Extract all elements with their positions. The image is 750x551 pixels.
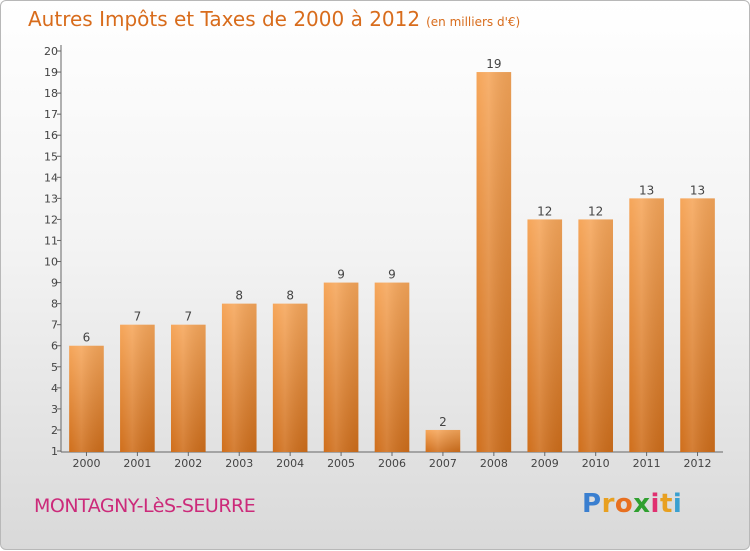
data-labels: 6 7 7 8 8 9 9 2 19 12 12 13 13 [83, 57, 706, 429]
bar-shine [323, 282, 359, 452]
bar-shine [120, 324, 155, 452]
y-tick-label: 17 [44, 108, 58, 121]
y-tick-label: 8 [51, 298, 58, 311]
logo-letter: P [582, 489, 602, 519]
x-tick-label: 2003 [225, 457, 253, 470]
x-tick-label: 2000 [72, 457, 100, 470]
logo-letter: i [672, 489, 683, 519]
bar-shine [425, 429, 461, 452]
logo-letter: o [614, 489, 634, 519]
bar-shine [69, 345, 104, 452]
y-tick-label: 7 [51, 319, 58, 332]
y-tick-label: 11 [44, 234, 58, 247]
y-tick-label: 20 [44, 45, 58, 58]
x-tick-label: 2008 [480, 457, 508, 470]
logo-letter: r [601, 489, 615, 519]
x-tick-label: 2006 [378, 457, 406, 470]
y-tick-label: 12 [44, 213, 58, 226]
bars [69, 72, 715, 452]
y-tick-label: 16 [44, 129, 58, 142]
bar-shine [680, 198, 715, 452]
data-label: 13 [690, 183, 705, 197]
y-tick-label: 18 [44, 87, 58, 100]
chart-unit: (en milliers d'€) [426, 15, 521, 29]
y-tick-label: 4 [51, 382, 58, 395]
logo-letter: i [650, 489, 660, 519]
x-tick-label: 2012 [684, 457, 712, 470]
data-label: 13 [639, 183, 654, 197]
x-axis: 2000 2001 2002 2003 2004 2005 2006 2007 2008 2009… [61, 451, 723, 470]
y-tick-label: 1 [51, 445, 58, 458]
bar-shine [374, 282, 410, 452]
x-tick-label: 2009 [531, 457, 559, 470]
chart-title: Autres Impôts et Taxes de 2000 à 2012 (en… [28, 7, 520, 31]
data-label: 12 [588, 204, 603, 218]
chart-title-text: Autres Impôts et Taxes de 2000 à 2012 [28, 7, 421, 31]
data-label: 6 [83, 331, 91, 345]
logo-letter: x [633, 489, 651, 519]
y-tick-label: 9 [51, 277, 58, 290]
data-label: 19 [486, 57, 501, 71]
data-label: 8 [286, 289, 294, 303]
bar-shine [221, 303, 257, 452]
bar-shine [629, 198, 664, 452]
proxiti-logo: Proxiti [582, 489, 682, 519]
data-label: 7 [184, 310, 192, 324]
x-tick-label: 2005 [327, 457, 355, 470]
bar-shine [527, 219, 563, 452]
y-tick-label: 15 [44, 150, 58, 163]
data-label: 2 [439, 415, 447, 429]
bar-shine [476, 72, 512, 452]
logo-letter: t [659, 489, 673, 519]
y-tick-label: 10 [44, 256, 58, 269]
x-tick-label: 2007 [429, 457, 457, 470]
y-tick-label: 6 [51, 340, 58, 353]
y-tick-label: 14 [44, 171, 58, 184]
x-tick-label: 2010 [582, 457, 610, 470]
bar-shine [170, 324, 206, 452]
y-tick-label: 3 [51, 403, 58, 416]
data-label: 7 [134, 310, 142, 324]
data-label: 9 [337, 268, 345, 282]
x-tick-label: 2011 [633, 457, 661, 470]
data-label: 8 [235, 289, 243, 303]
y-tick-label: 2 [51, 424, 58, 437]
y-tick-label: 5 [51, 361, 58, 374]
x-tick-label: 2004 [276, 457, 304, 470]
data-label: 12 [537, 204, 552, 218]
town-name: MONTAGNY-LèS-SEURRE [34, 495, 256, 517]
data-label: 9 [388, 268, 396, 282]
y-tick-label: 13 [44, 192, 58, 205]
bar-shine [272, 303, 308, 452]
y-tick-label: 19 [44, 66, 58, 79]
bar-shine [578, 219, 614, 452]
x-tick-label: 2001 [123, 457, 151, 470]
x-tick-label: 2002 [174, 457, 202, 470]
